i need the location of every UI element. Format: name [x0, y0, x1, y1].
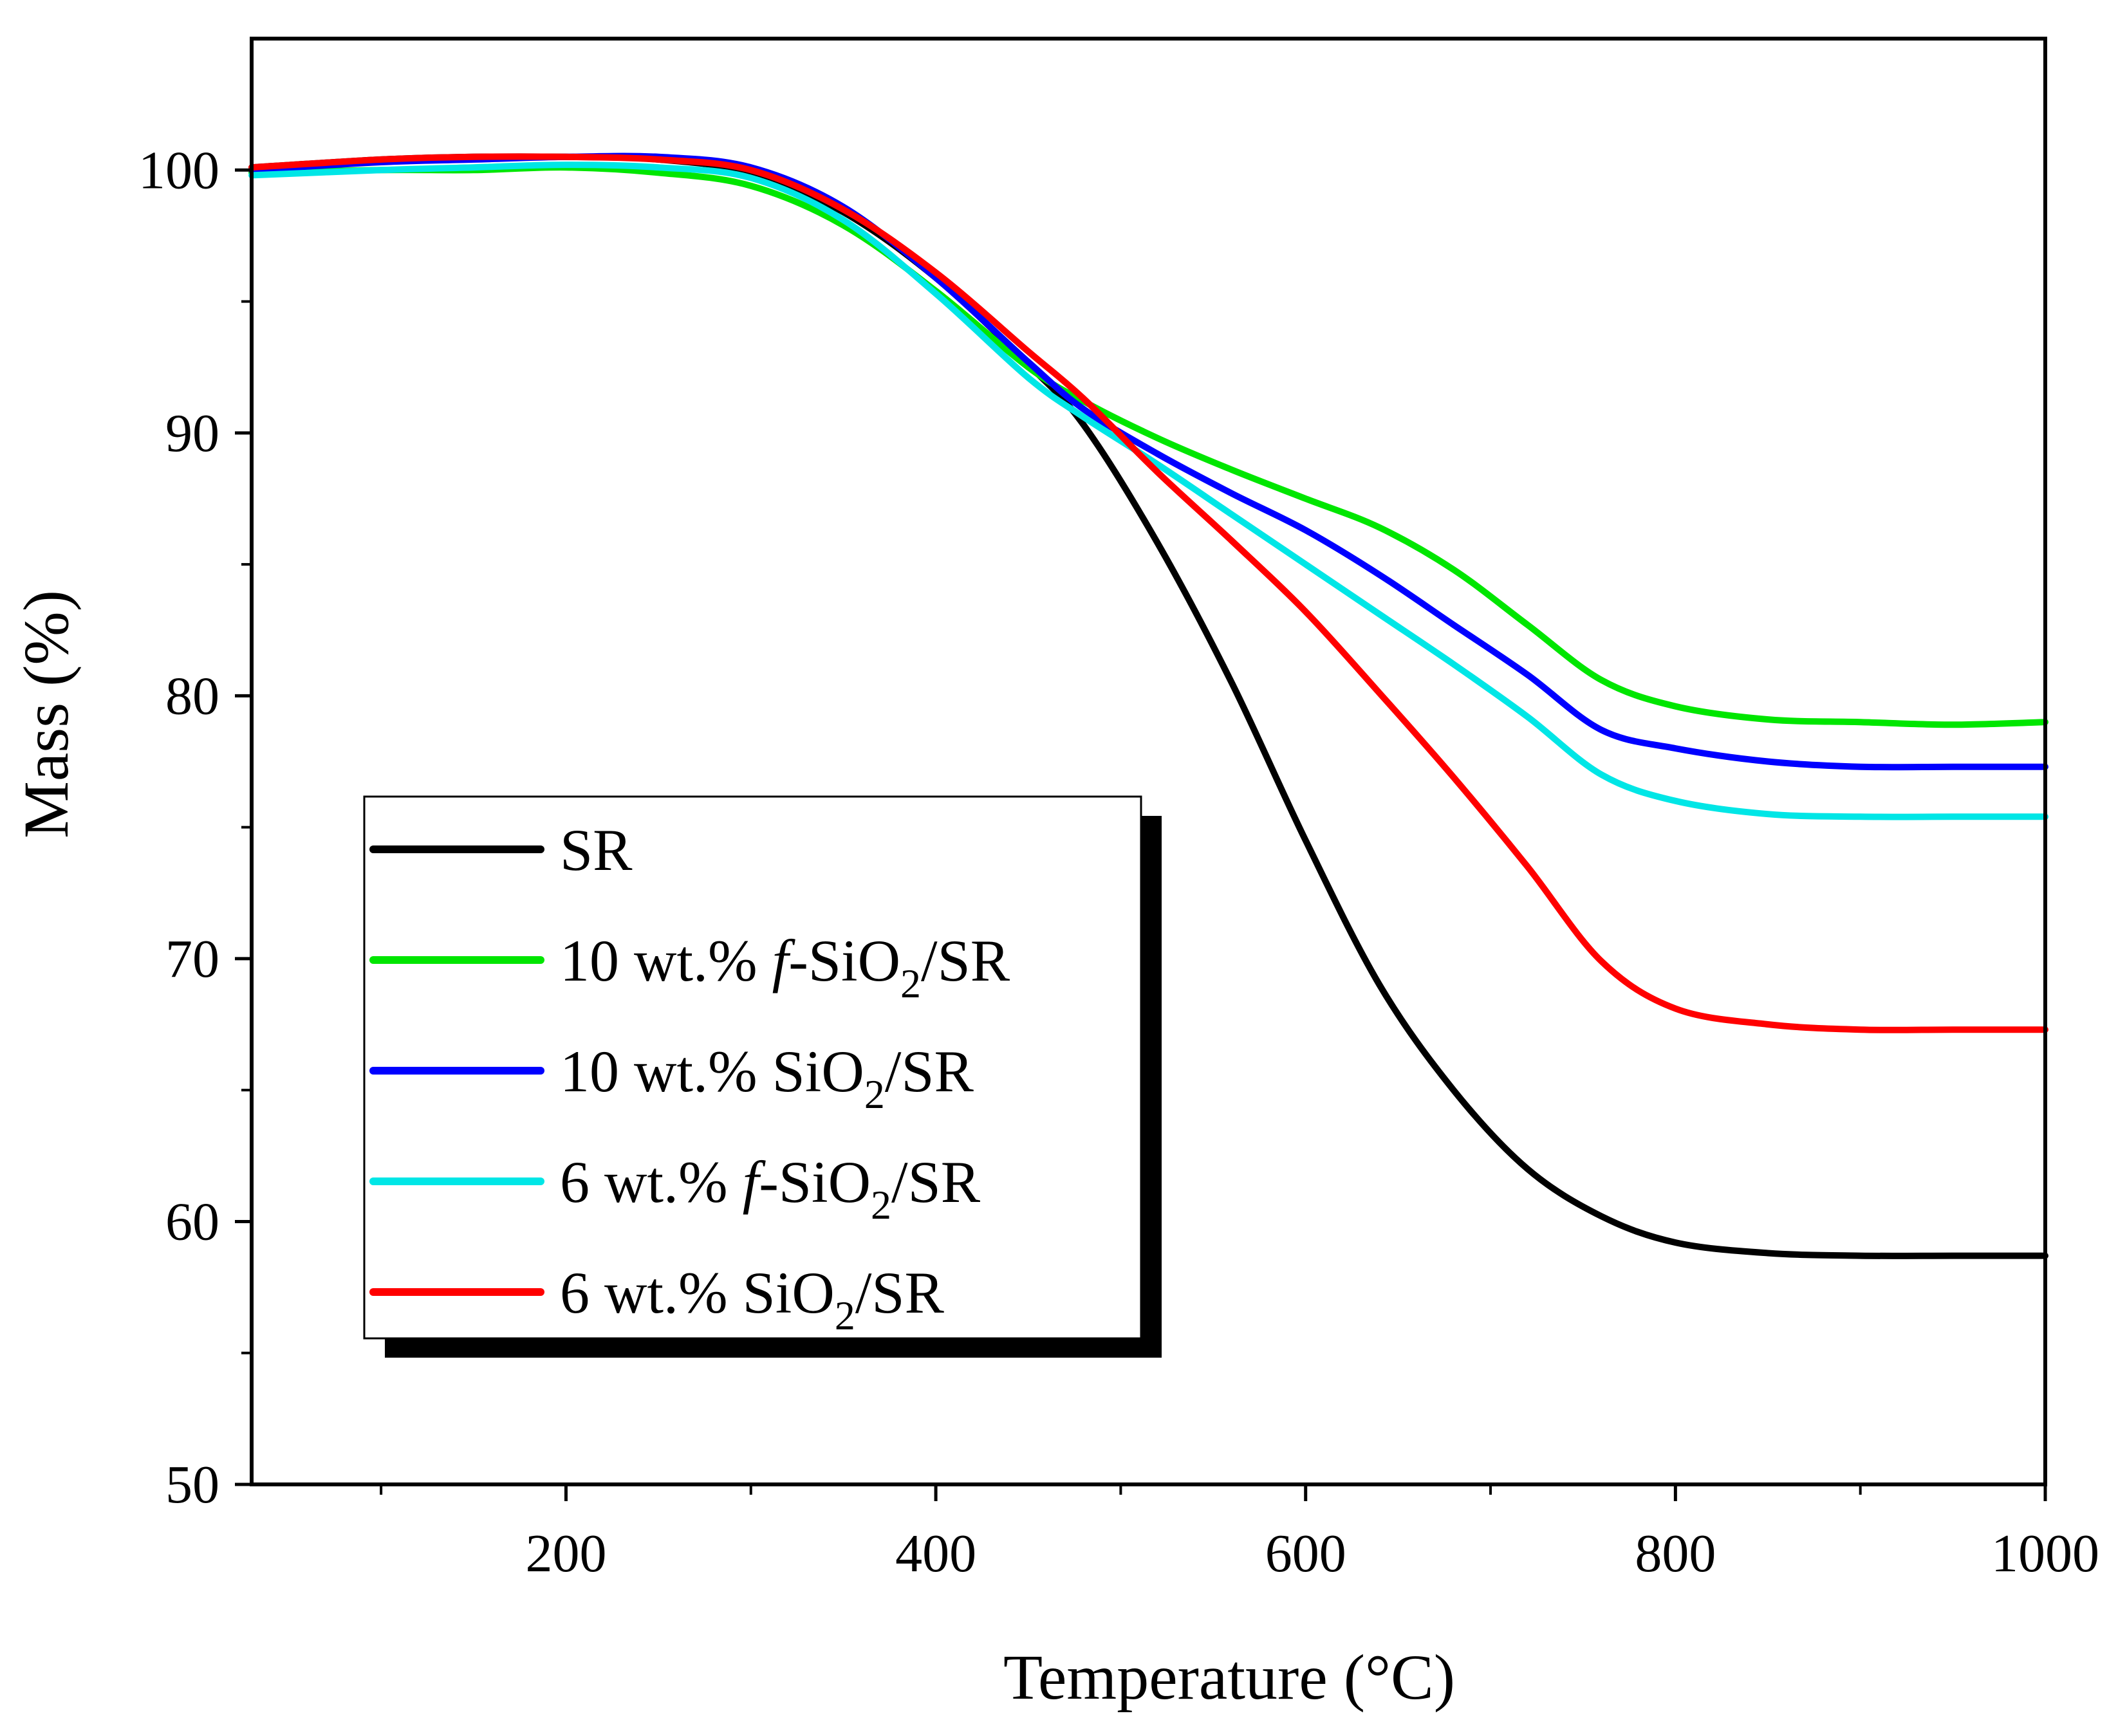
x-tick-label: 600 [1265, 1524, 1346, 1584]
x-tick-label: 400 [895, 1524, 976, 1584]
legend-label-4: 6 wt.% SiO2/SR [560, 1260, 945, 1338]
legend-label-0: SR [560, 817, 633, 883]
plot-frame [250, 37, 2047, 1486]
x-axis-title: Temperature (°C) [1003, 1641, 1455, 1713]
y-tick-label: 60 [165, 1192, 219, 1251]
y-tick-label: 70 [165, 929, 219, 989]
series-line-4 [248, 153, 2048, 1033]
legend: SR 10 wt.% f-SiO2/SR 10 wt.% SiO2/SR 6 wt.%… [363, 795, 1162, 1358]
legend-label-2: 10 wt.% SiO2/SR [560, 1039, 974, 1117]
y-tick-label: 50 [165, 1455, 219, 1515]
y-tick-label: 80 [165, 666, 219, 726]
legend-label-1: 10 wt.% f-SiO2/SR [560, 928, 1010, 1006]
series-line-1 [248, 164, 2048, 728]
x-axis-ticks: 200 400 600 800 1000 [380, 1484, 2099, 1584]
x-tick-label: 200 [525, 1524, 606, 1584]
legend-entries: SR 10 wt.% f-SiO2/SR 10 wt.% SiO2/SR 6 wt.%… [369, 817, 1010, 1338]
series-line-3 [248, 162, 2048, 820]
legend-label-3: 6 wt.% f-SiO2/SR [560, 1149, 981, 1228]
y-tick-label: 90 [165, 403, 219, 463]
x-tick-label: 800 [1635, 1524, 1716, 1584]
y-axis-title: Mass (%) [10, 590, 82, 838]
series-layer [248, 152, 2048, 1259]
y-tick-label: 100 [138, 140, 219, 200]
y-axis-ticks: 50 60 70 80 90 100 [138, 140, 252, 1515]
x-tick-label: 1000 [1991, 1524, 2099, 1584]
